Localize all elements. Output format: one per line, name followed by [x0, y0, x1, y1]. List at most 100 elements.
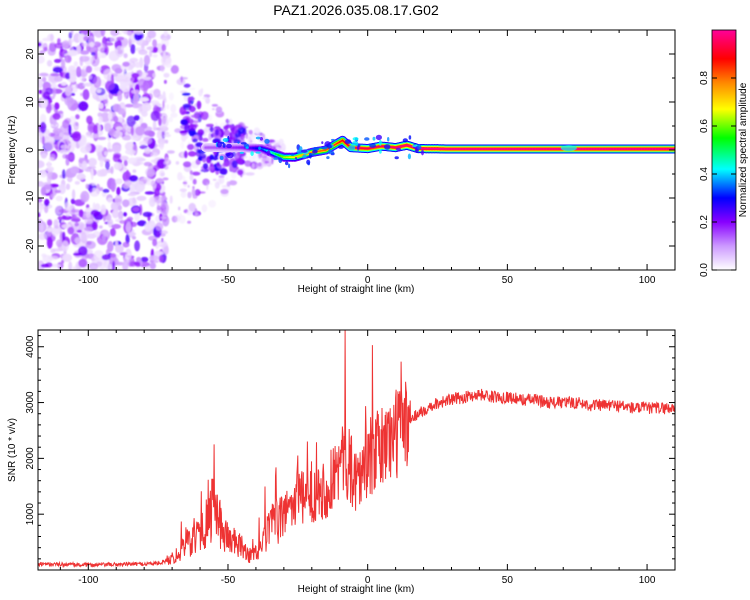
noise-blob — [178, 206, 181, 211]
noise-blob — [143, 54, 151, 66]
noise-blob — [251, 163, 255, 169]
noise-blob — [152, 72, 156, 78]
snr-background — [38, 330, 675, 570]
noise-blob — [39, 223, 44, 232]
noise-blob — [81, 231, 87, 244]
noise-blob — [94, 203, 101, 212]
noise-blob — [179, 188, 187, 192]
noise-blob — [132, 236, 136, 240]
tone-lobe — [372, 136, 376, 141]
noise-blob — [100, 108, 111, 112]
noise-blob — [190, 114, 197, 118]
noise-blob — [100, 204, 107, 215]
noise-blob — [44, 205, 49, 214]
noise-blob — [163, 30, 168, 37]
noise-blob — [150, 110, 160, 122]
noise-blob — [65, 85, 72, 97]
noise-blob — [162, 100, 165, 109]
noise-blob — [84, 226, 93, 232]
noise-blob — [130, 125, 134, 136]
noise-blob — [138, 204, 143, 216]
noise-blob — [130, 221, 137, 227]
noise-blob — [136, 158, 146, 162]
noise-blob — [88, 133, 100, 139]
tone-lobe — [326, 144, 332, 149]
noise-blob — [212, 178, 217, 181]
noise-blob — [103, 99, 108, 104]
noise-blob — [223, 129, 230, 137]
noise-blob — [278, 138, 284, 147]
noise-blob — [71, 189, 76, 201]
noise-blob — [110, 30, 119, 37]
noise-blob — [53, 136, 63, 140]
tone-lobe — [351, 141, 359, 146]
noise-blob — [123, 159, 128, 167]
x-tick-label: -100 — [78, 275, 98, 286]
y-tick-label: 4000 — [25, 335, 36, 358]
noise-blob — [68, 124, 72, 136]
noise-blob — [187, 184, 190, 188]
y-tick-label: 2000 — [25, 447, 36, 470]
noise-blob — [153, 46, 158, 53]
noise-blob — [56, 239, 63, 248]
noise-blob — [107, 148, 113, 153]
x-tick-label: 50 — [502, 575, 514, 586]
noise-blob — [114, 67, 123, 74]
noise-blob — [112, 260, 116, 270]
noise-blob — [46, 174, 52, 184]
noise-blob — [62, 40, 70, 49]
noise-blob — [117, 90, 123, 102]
noise-blob — [209, 164, 215, 172]
noise-blob — [78, 258, 88, 268]
noise-blob — [175, 161, 180, 165]
y-tick-label: 1000 — [25, 503, 36, 526]
noise-blob — [47, 227, 53, 233]
tone-lobe — [417, 144, 422, 150]
noise-blob — [64, 96, 75, 107]
noise-blob — [184, 123, 190, 133]
noise-blob — [38, 232, 47, 241]
noise-blob — [150, 159, 158, 163]
noise-blob — [42, 91, 51, 100]
tone-lobe — [222, 143, 226, 148]
noise-blob — [206, 182, 209, 191]
tone-lobe — [290, 153, 295, 156]
noise-blob — [156, 130, 162, 140]
noise-blob — [71, 218, 81, 222]
noise-blob — [229, 132, 233, 140]
noise-blob — [123, 53, 128, 59]
noise-blob — [104, 42, 114, 46]
noise-blob — [158, 255, 163, 263]
tone-lobe — [266, 150, 271, 156]
noise-blob — [84, 218, 94, 224]
noise-blob — [54, 225, 59, 229]
noise-blob — [257, 162, 262, 167]
noise-blob — [182, 103, 192, 108]
tone-lobe — [285, 161, 289, 166]
noise-blob — [77, 33, 86, 43]
noise-blob — [163, 245, 169, 255]
noise-blob — [132, 206, 140, 212]
noise-blob — [191, 171, 201, 176]
noise-blob — [125, 149, 136, 155]
noise-blob — [50, 263, 61, 268]
noise-blob — [183, 83, 191, 88]
noise-blob — [202, 163, 209, 170]
noise-blob — [198, 135, 203, 141]
noise-blob — [83, 82, 94, 87]
noise-blob — [261, 156, 270, 163]
spectrogram-y-ticks: 20 10 0 -10 -20 — [25, 29, 675, 271]
tone-lobe — [226, 143, 232, 149]
noise-blob — [140, 256, 149, 263]
noise-blob — [129, 57, 139, 63]
noise-blob — [81, 160, 88, 171]
noise-blob — [59, 130, 70, 143]
x-tick-label: 0 — [365, 575, 371, 586]
snr-series-line — [38, 330, 675, 569]
noise-blob — [208, 114, 213, 121]
noise-blob — [81, 42, 91, 47]
noise-blob — [54, 102, 60, 110]
noise-blob — [202, 178, 210, 186]
noise-blob — [79, 68, 88, 78]
noise-blob — [209, 154, 215, 161]
